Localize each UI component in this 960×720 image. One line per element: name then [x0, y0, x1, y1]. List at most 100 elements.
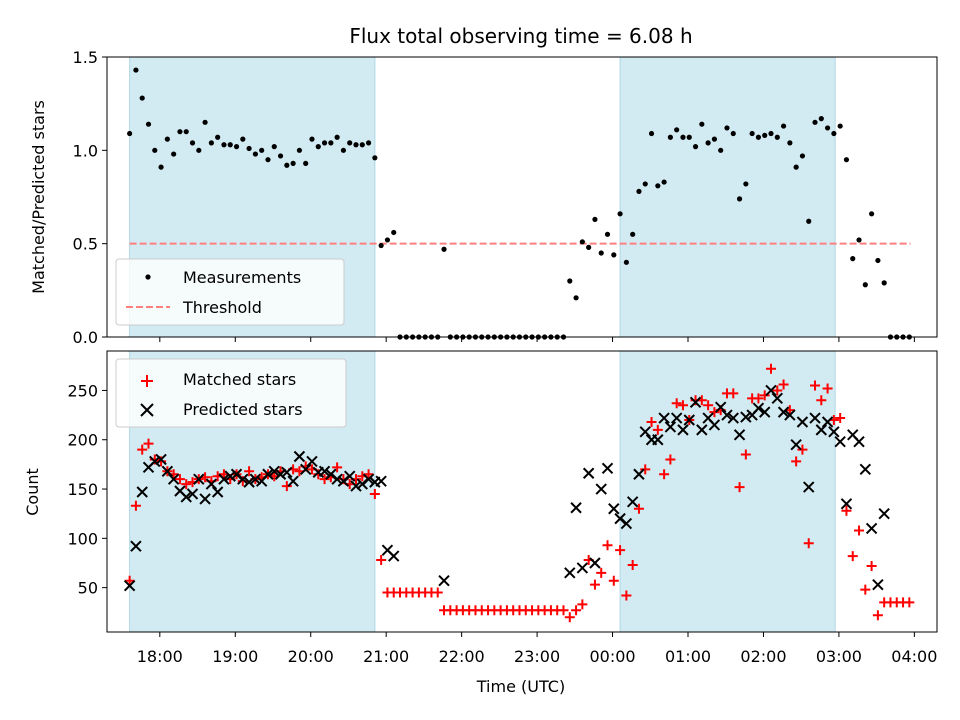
y-tick-label: 0.5	[73, 235, 98, 254]
data-point-predicted	[237, 473, 249, 485]
data-point	[736, 196, 743, 202]
data-point-predicted	[689, 396, 702, 408]
data-point	[252, 151, 258, 157]
data-point	[774, 134, 780, 140]
data-point-predicted	[777, 406, 790, 418]
top-legend: Measurements Threshold	[115, 258, 345, 326]
y-tick-label: 200	[67, 431, 98, 450]
data-point-predicted	[576, 562, 589, 574]
data-point	[164, 136, 170, 142]
data-point-predicted	[136, 486, 148, 498]
data-point-predicted	[828, 426, 840, 438]
data-point-predicted	[186, 488, 199, 500]
data-point-predicted	[362, 473, 375, 485]
data-point-matched	[766, 363, 776, 374]
data-point-matched	[665, 454, 676, 465]
data-point	[648, 130, 655, 137]
data-point-matched	[130, 500, 141, 511]
data-point-matched	[652, 424, 663, 435]
data-point	[183, 129, 189, 135]
x-tick-label: 03:00	[816, 647, 862, 666]
data-point-predicted	[796, 416, 809, 428]
data-point	[630, 231, 636, 237]
data-point-predicted	[243, 476, 255, 488]
data-point	[391, 229, 397, 236]
data-point-predicted	[652, 434, 664, 446]
data-point	[233, 144, 240, 150]
data-point-predicted	[878, 507, 890, 520]
data-point-predicted	[589, 557, 601, 569]
data-point-predicted	[620, 517, 633, 530]
data-point	[818, 116, 824, 122]
data-point-matched	[432, 587, 443, 598]
data-point-matched	[734, 482, 745, 493]
data-point	[340, 147, 347, 153]
data-point-predicted	[318, 465, 331, 477]
data-point-matched	[753, 393, 764, 404]
data-point	[579, 239, 585, 245]
data-point	[372, 155, 378, 161]
data-point-predicted	[287, 475, 299, 487]
data-point-predicted	[601, 462, 614, 475]
bottom-axes-frame	[106, 350, 938, 633]
data-point	[856, 237, 862, 243]
data-point-matched	[596, 567, 607, 578]
data-point	[158, 164, 164, 170]
x-tick-label: 20:00	[288, 647, 334, 666]
data-point	[246, 145, 252, 152]
data-point-matched	[332, 462, 343, 473]
top-y-axis-title: Matched/Predicted stars	[29, 100, 48, 294]
data-point-matched	[633, 503, 644, 514]
data-point-matched	[671, 398, 682, 409]
data-point	[303, 160, 309, 166]
chart-title: Flux total observing time = 6.08 h	[349, 24, 692, 48]
data-point-predicted	[293, 450, 306, 463]
data-point-matched	[835, 413, 846, 424]
data-point	[667, 134, 673, 140]
data-point-predicted	[224, 470, 236, 482]
data-point-predicted	[670, 412, 683, 424]
data-point-predicted	[193, 473, 205, 485]
data-point-predicted	[564, 567, 576, 579]
data-point-matched	[866, 560, 877, 571]
data-point	[177, 129, 183, 135]
data-point	[642, 181, 648, 187]
data-point-predicted	[375, 475, 387, 487]
data-point-matched	[778, 379, 789, 390]
data-point-matched	[822, 383, 833, 394]
data-point-matched	[571, 605, 582, 616]
data-point	[309, 136, 315, 142]
data-point-matched	[759, 390, 770, 401]
data-point	[215, 134, 221, 140]
data-point-predicted	[438, 575, 450, 587]
data-point-matched	[319, 474, 330, 485]
data-point-predicted	[677, 424, 689, 436]
data-point	[762, 132, 768, 138]
legend-predicted-label: Predicted stars	[183, 400, 303, 419]
data-point-matched	[181, 479, 192, 490]
data-point	[586, 244, 592, 250]
data-point-predicted	[626, 496, 639, 508]
x-axis-title: Time (UTC)	[476, 677, 565, 696]
data-point	[359, 142, 365, 148]
data-point-predicted	[199, 493, 211, 505]
bottom-legend-box	[115, 358, 347, 428]
data-point	[711, 136, 718, 142]
legend-matched-marker	[141, 375, 153, 387]
legend-threshold-label: Threshold	[182, 298, 262, 317]
x-tick-label: 18:00	[137, 647, 183, 666]
data-point-predicted	[388, 550, 400, 562]
data-point-predicted	[752, 402, 765, 414]
data-point-matched	[772, 385, 783, 396]
data-point-predicted	[306, 455, 318, 468]
data-point	[705, 140, 711, 146]
data-point	[598, 250, 604, 256]
data-point-matched	[369, 488, 380, 499]
bottom-legend: Matched stars Predicted stars	[115, 358, 347, 428]
data-point	[384, 237, 391, 243]
x-tick-label: 23:00	[514, 647, 560, 666]
data-point-predicted	[821, 416, 834, 428]
data-point	[334, 134, 340, 140]
data-point	[674, 127, 680, 133]
